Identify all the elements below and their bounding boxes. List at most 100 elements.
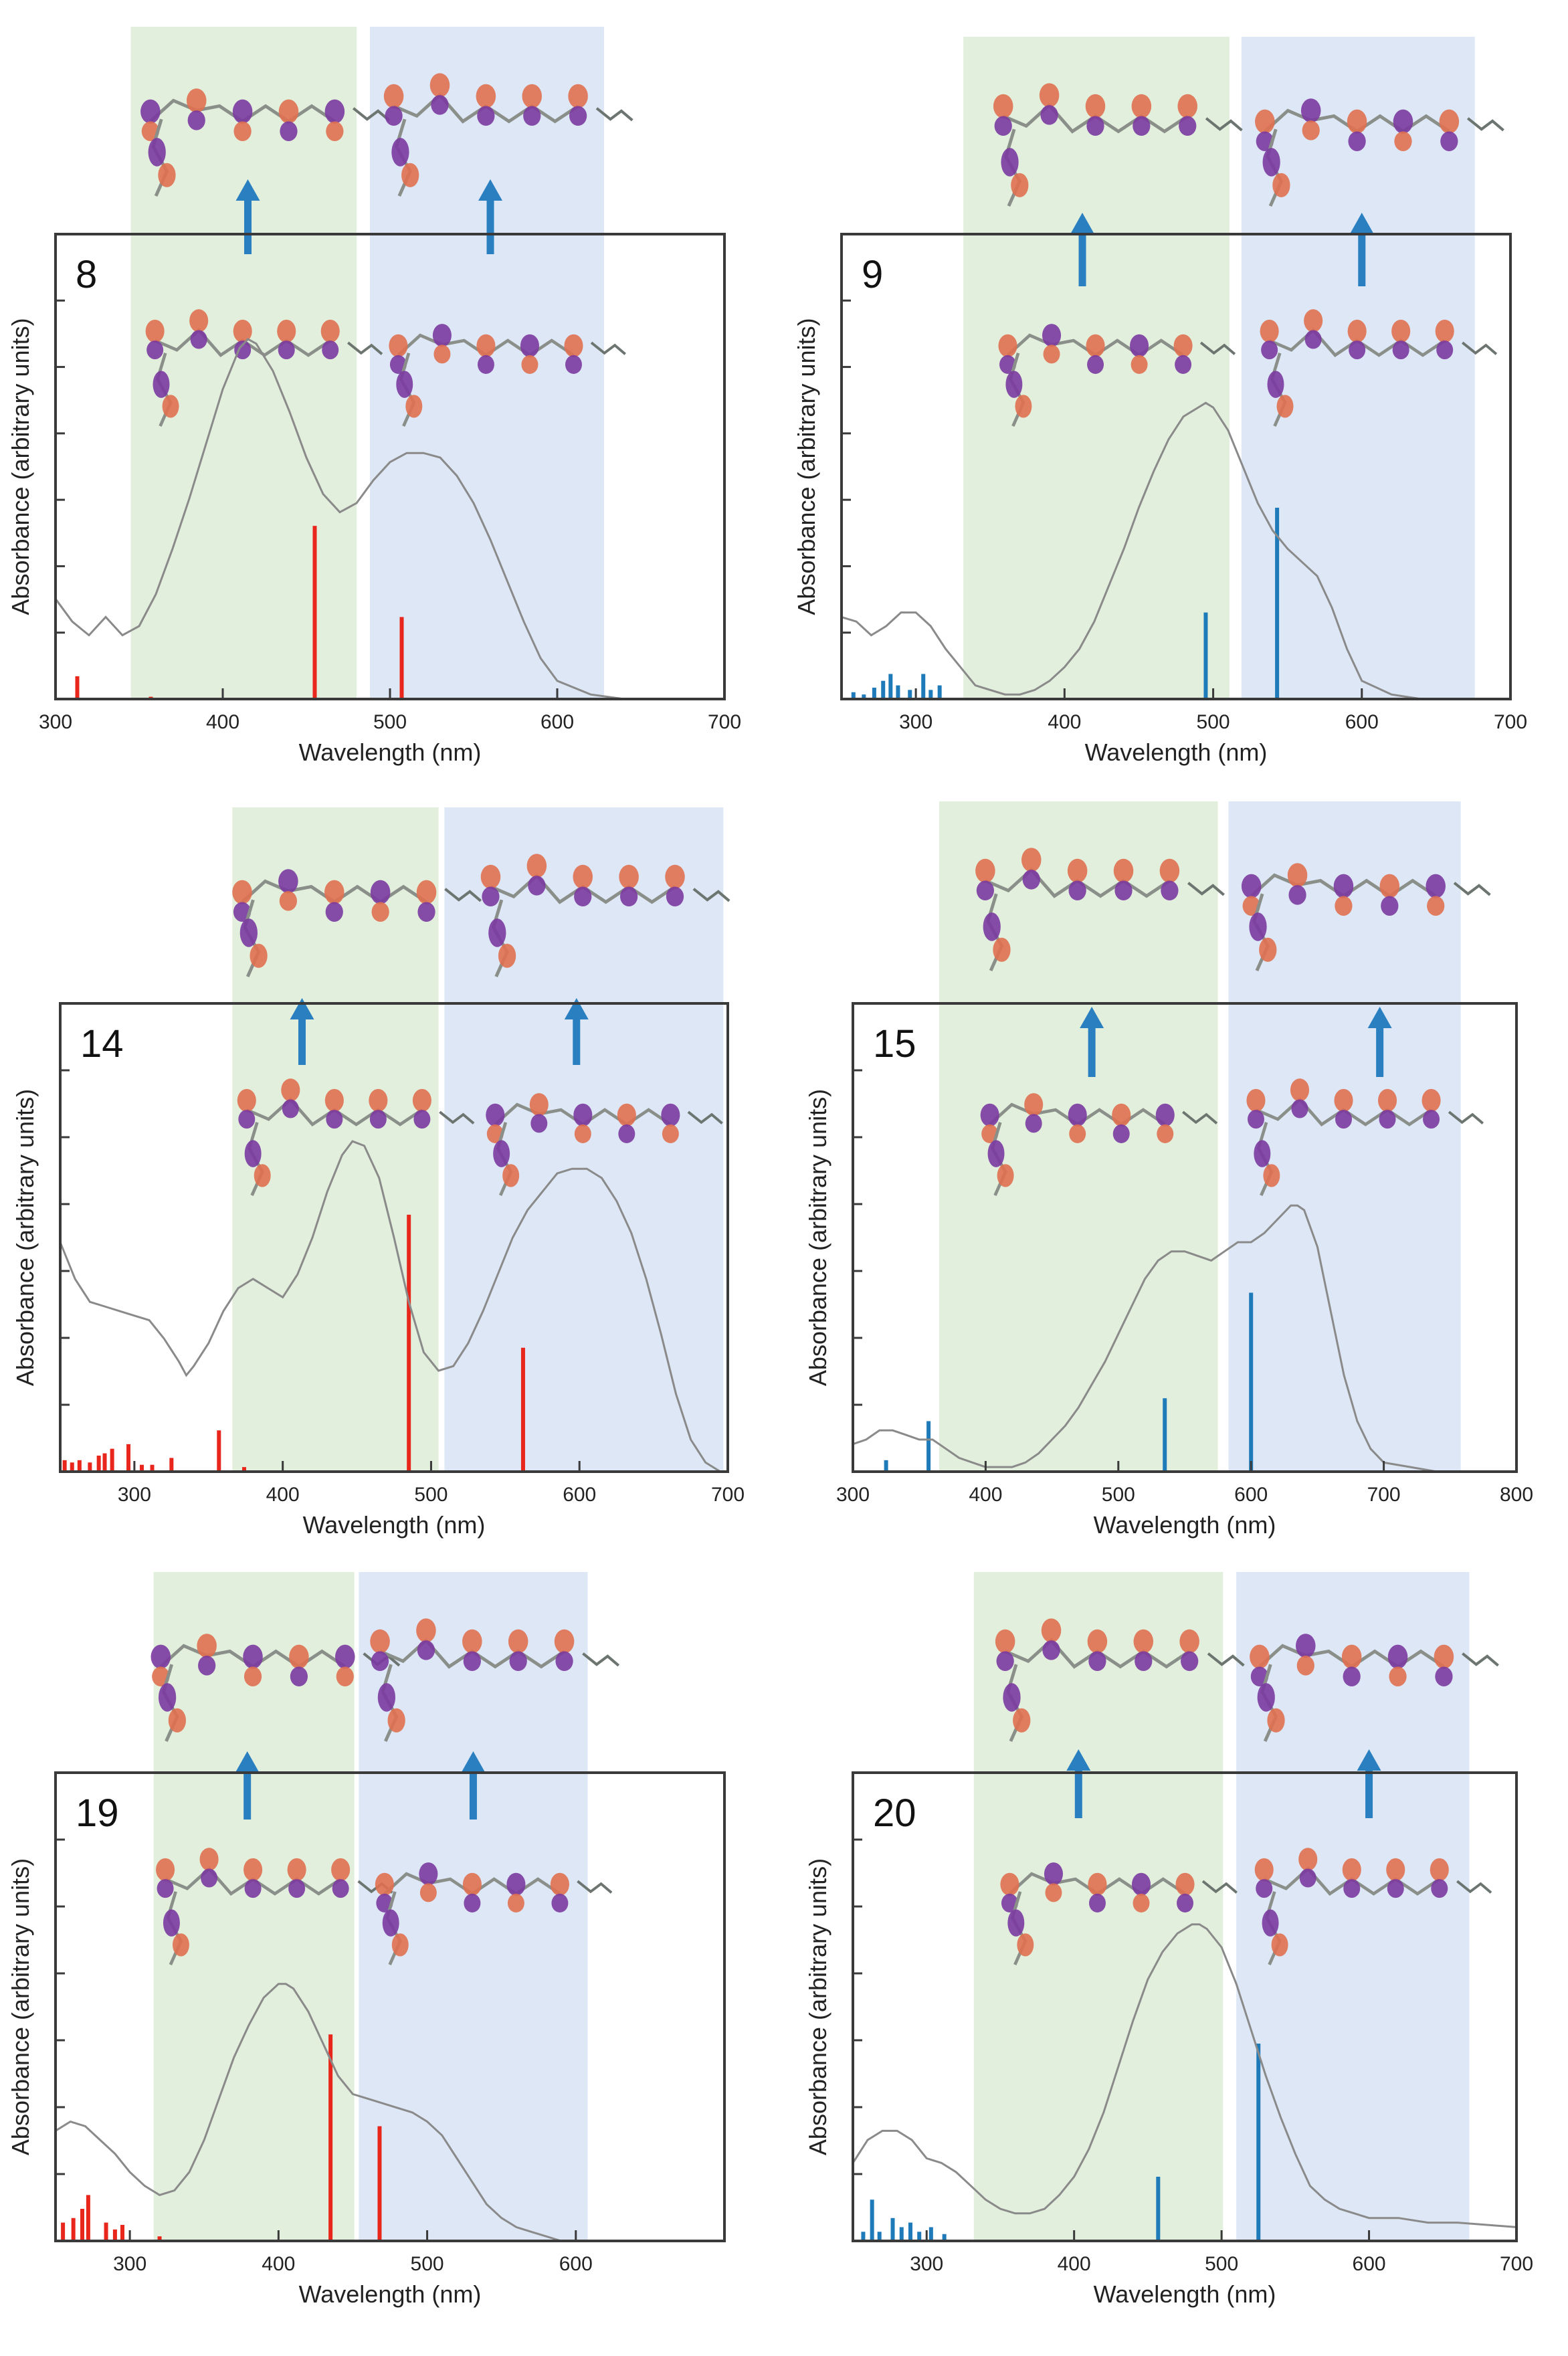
orbital-lobe	[417, 902, 435, 922]
orbital-lobe	[554, 1629, 575, 1654]
orbital-lobe	[1177, 1893, 1193, 1912]
orbital-lobe	[1427, 896, 1445, 916]
orbital-lobe	[199, 1848, 219, 1871]
orbital-lobe	[1131, 355, 1148, 374]
orbital-lobe	[1249, 912, 1267, 941]
orbital-lobe	[1347, 319, 1367, 343]
orbital-lobe	[1114, 880, 1133, 901]
x-axis-title: Wavelength (nm)	[1094, 2280, 1276, 2308]
orbital-lobe	[243, 1644, 263, 1669]
orbital-lobe	[1131, 94, 1152, 118]
y-axis-title: Absorbance (arbitrary units)	[804, 1858, 831, 2155]
orbital-lobe	[1015, 395, 1032, 418]
orbital-lobe	[282, 1099, 299, 1118]
orbital-lobe	[573, 864, 593, 889]
orbital-picture-upper	[1241, 863, 1491, 971]
orbital-lobe	[1241, 874, 1262, 898]
orbital-lobe	[419, 1883, 437, 1902]
x-tick-label: 700	[1367, 1484, 1401, 1506]
orbital-lobe	[502, 1164, 520, 1187]
orbital-lobe	[244, 1140, 262, 1167]
orbital-lobe	[1021, 848, 1042, 872]
orbital-lobe	[412, 1088, 431, 1112]
x-tick-label: 400	[262, 2253, 295, 2275]
orbital-lobe	[463, 1651, 481, 1672]
orbital-lobe	[983, 912, 1001, 941]
orbital-lobe	[521, 355, 538, 374]
orbital-lobe	[190, 330, 207, 349]
orbital-lobe	[158, 1683, 177, 1712]
x-tick-label: 300	[39, 711, 72, 733]
orbital-lobe	[980, 1103, 999, 1127]
orbital-lobe	[1291, 1099, 1308, 1118]
transition-arrow-head	[461, 1751, 486, 1773]
orbital-lobe	[331, 1858, 351, 1882]
orbital-lobe	[1041, 1618, 1062, 1643]
x-tick-label: 400	[266, 1484, 300, 1506]
orbital-lobe	[1089, 1893, 1106, 1912]
absorbance-curve	[59, 1140, 728, 1473]
orbital-lobe	[391, 1933, 409, 1957]
orbital-lobe	[244, 1879, 262, 1898]
transition-arrow-head	[564, 998, 589, 1019]
orbital-lobe	[666, 886, 684, 907]
orbital-lobe	[432, 324, 452, 347]
orbital-lobe	[477, 355, 494, 374]
orbital-lobe	[619, 864, 639, 889]
orbital-lobe	[375, 1872, 394, 1896]
x-tick-label: 500	[373, 711, 407, 733]
orbital-lobe	[1135, 1651, 1153, 1672]
plot-frame	[852, 1771, 1518, 2242]
orbital-lobe	[431, 95, 449, 115]
orbital-lobe	[1159, 858, 1180, 883]
orbital-lobe	[1430, 1858, 1449, 1882]
orbital-lobe	[1439, 109, 1460, 134]
orbital-lobe	[1000, 1872, 1019, 1896]
orbital-lobe	[975, 858, 995, 883]
orbital-lobe	[243, 1666, 262, 1686]
orbital-lobe	[1113, 858, 1134, 883]
orbital-lobe	[326, 121, 344, 141]
orbital-lobe	[189, 309, 209, 332]
x-tick-label: 600	[541, 711, 574, 733]
orbital-picture-upper	[370, 1618, 620, 1742]
orbital-lobe	[661, 1103, 680, 1127]
orbital-lobe	[324, 1088, 344, 1112]
panel-label: 20	[873, 1791, 916, 1835]
plot-frame	[840, 233, 1512, 700]
molecule-tail	[582, 1652, 620, 1667]
orbital-lobe	[987, 1140, 1005, 1167]
orbital-lobe	[1130, 334, 1149, 358]
orbital-lobe	[1133, 116, 1151, 136]
x-tick-label: 300	[113, 2253, 146, 2275]
transition-arrow-head	[1357, 1749, 1381, 1771]
orbital-picture-lower	[980, 1093, 1218, 1196]
orbital-lobe	[405, 395, 423, 418]
orbital-lobe	[1386, 1858, 1405, 1882]
orbital-lobe	[1423, 1110, 1440, 1129]
orbital-lobe	[233, 121, 252, 141]
orbital-lobe	[574, 886, 592, 907]
orbital-lobe	[140, 99, 161, 124]
orbital-picture-upper	[1250, 1634, 1499, 1742]
orbital-lobe	[1088, 1872, 1107, 1896]
orbital-lobe	[157, 1879, 174, 1898]
transition-arrow-head	[478, 179, 502, 201]
orbital-lobe	[168, 1708, 186, 1733]
orbital-lobe	[1007, 1909, 1025, 1937]
orbital-lobe	[1304, 309, 1323, 332]
orbital-picture-lower	[1260, 309, 1498, 427]
molecule-tail	[687, 1110, 723, 1124]
orbital-lobe	[198, 1656, 216, 1676]
transition-arrow-head	[1066, 1749, 1091, 1771]
orbital-lobe	[1246, 1088, 1266, 1112]
molecule-tail	[444, 888, 482, 902]
orbital-lobe	[1045, 1883, 1062, 1902]
x-axis-title: Wavelength (nm)	[1094, 1511, 1276, 1539]
orbital-lobe	[488, 918, 506, 947]
x-tick-label: 600	[1353, 2253, 1386, 2275]
orbital-lobe	[201, 1868, 218, 1888]
orbital-lobe	[1086, 116, 1104, 136]
orbital-lobe	[322, 340, 339, 360]
molecule-tail	[1199, 341, 1236, 355]
